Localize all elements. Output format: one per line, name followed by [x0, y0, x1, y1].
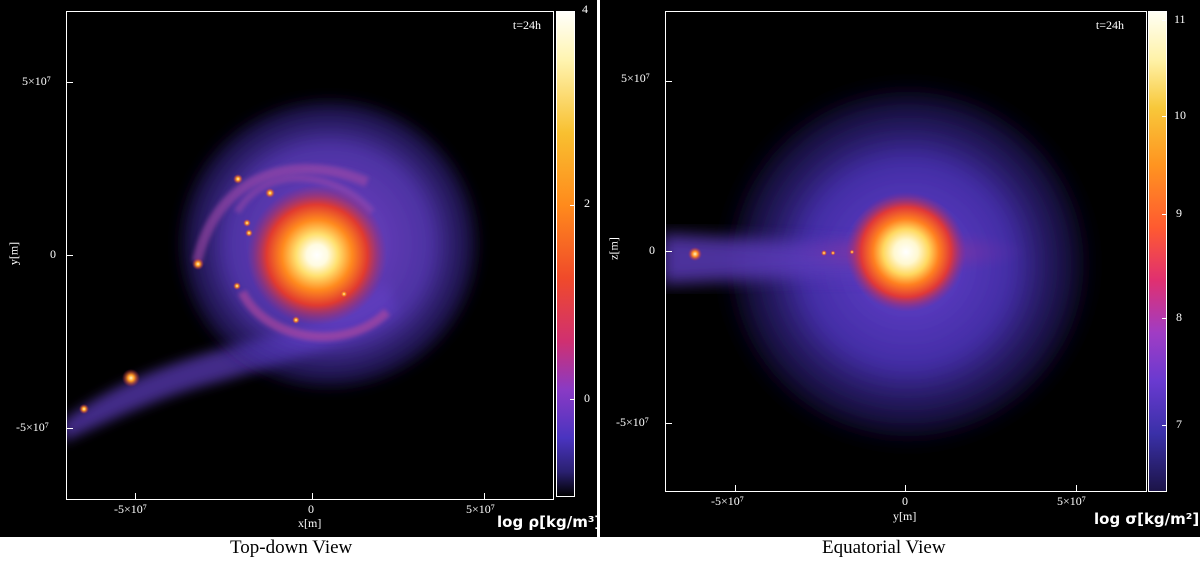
colorbar-unit-label: log σ[kg/m²]: [1094, 510, 1200, 528]
y-tick-label: -5×10⁷: [16, 420, 49, 434]
caption-top-down: Top-down View: [230, 537, 353, 558]
y-tick: [66, 428, 73, 429]
density-image-top-down: [67, 94, 484, 440]
y-tick: [665, 251, 672, 252]
colorbar: [556, 11, 575, 497]
colorbar-tick: [1162, 116, 1167, 117]
y-tick-label: 5×10⁷: [621, 71, 650, 85]
colorbar-tick-label: 10: [1174, 108, 1186, 122]
y-tick-label: 0: [649, 243, 655, 257]
x-tick-label: 5×10⁷: [466, 502, 495, 516]
y-tick: [66, 255, 73, 256]
x-tick: [735, 485, 736, 492]
x-tick: [1076, 485, 1077, 492]
top-down-view-panel: t=24h -5×10⁷ 0 5×10⁷ x[m] 5×10⁷ 0 -5×10⁷…: [0, 0, 597, 537]
colorbar-tick: [1162, 425, 1167, 426]
x-tick-label: -5×10⁷: [711, 494, 744, 508]
colorbar-tick-label: 4: [582, 2, 588, 16]
colorbar-tick-label: 11: [1174, 12, 1186, 26]
y-tick-label: 5×10⁷: [22, 74, 51, 88]
x-tick-label: 5×10⁷: [1057, 494, 1086, 508]
colorbar-tick-label: 2: [584, 196, 590, 210]
x-tick-label: -5×10⁷: [114, 502, 147, 516]
colorbar-tick: [1162, 214, 1167, 215]
y-tick-label: -5×10⁷: [616, 415, 649, 429]
x-tick: [135, 493, 136, 500]
x-tick-label: 0: [308, 502, 314, 516]
y-tick: [66, 82, 73, 83]
x-tick: [905, 485, 906, 492]
x-tick: [312, 493, 313, 500]
colorbar-tick: [1162, 318, 1167, 319]
y-axis-label: y[m]: [6, 241, 21, 266]
y-tick: [665, 81, 672, 82]
caption-equatorial: Equatorial View: [822, 537, 946, 558]
y-tick: [665, 423, 672, 424]
time-label: t=24h: [512, 18, 541, 32]
x-axis-label: x[m]: [298, 516, 322, 530]
colorbar-tick-label: 0: [584, 391, 590, 405]
colorbar-tick-label: 8: [1176, 310, 1182, 324]
colorbar-tick: [570, 399, 575, 400]
equatorial-view-panel: t=24h -5×10⁷ 0 5×10⁷ y[m] 5×10⁷ 0 -5×10⁷…: [600, 0, 1200, 537]
density-map-equatorial: t=24h: [665, 11, 1147, 492]
x-tick-label: 0: [902, 494, 908, 508]
y-axis-label: z[m]: [606, 237, 621, 260]
colorbar-tick: [570, 205, 575, 206]
density-map-top-down: t=24h: [66, 11, 554, 500]
density-image-equatorial: [666, 78, 1098, 450]
time-label: t=24h: [1095, 18, 1124, 32]
y-tick-label: 0: [50, 247, 56, 261]
colorbar-tick-label: 7: [1176, 417, 1182, 431]
x-axis-label: y[m]: [893, 509, 917, 523]
colorbar-tick: [1162, 20, 1167, 21]
colorbar-tick-label: 9: [1176, 206, 1182, 220]
colorbar: [1148, 11, 1167, 492]
colorbar-unit-label: log ρ[kg/m³]: [497, 513, 597, 531]
x-tick: [484, 493, 485, 500]
